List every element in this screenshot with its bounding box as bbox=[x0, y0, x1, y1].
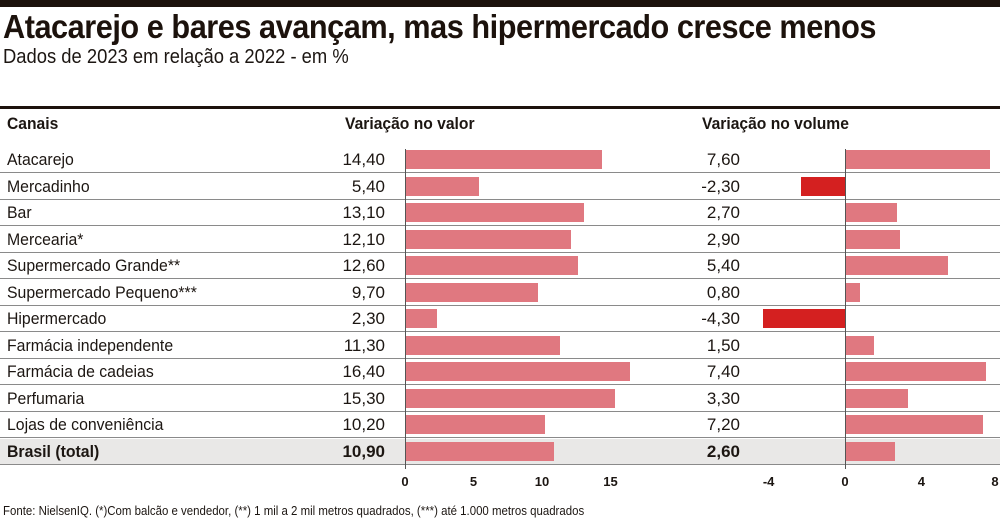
channel-label: Mercadinho bbox=[7, 176, 90, 196]
source-footnote: Fonte: NielsenIQ. (*)Com balcão e vended… bbox=[3, 503, 585, 518]
volume-change-label: 2,60 bbox=[706, 441, 740, 461]
value-change-label: 14,40 bbox=[342, 150, 385, 169]
value-bar bbox=[405, 415, 545, 434]
table-row: Supermercado Grande** 12,60 5,40 bbox=[0, 253, 1000, 279]
table-row: Perfumaria 15,30 3,30 bbox=[0, 386, 1000, 412]
channel-label: Brasil (total) bbox=[7, 441, 100, 461]
table-row: Atacarejo 14,40 7,60 bbox=[0, 147, 1000, 173]
value-bar bbox=[405, 256, 578, 275]
value-axis-tick-label: 5 bbox=[469, 474, 478, 489]
volume-change-label: 1,50 bbox=[706, 335, 740, 355]
volume-bar bbox=[845, 256, 949, 275]
volume-axis-tick-label: 8 bbox=[991, 474, 999, 489]
chart-title: Atacarejo e bares avançam, mas hipermerc… bbox=[3, 8, 876, 45]
value-change-label: 10,90 bbox=[342, 441, 385, 461]
channel-label: Supermercado Grande** bbox=[7, 256, 181, 275]
volume-bar bbox=[845, 282, 861, 302]
volume-bar bbox=[845, 388, 909, 408]
volume-bar bbox=[845, 150, 991, 169]
channel-label: Perfumaria bbox=[7, 388, 85, 408]
value-change-label: 13,10 bbox=[342, 203, 385, 222]
value-axis-tick-label: 10 bbox=[534, 474, 550, 489]
channel-label: Atacarejo bbox=[7, 150, 74, 169]
volume-change-label: 2,70 bbox=[706, 203, 740, 222]
column-header-channel: Canais bbox=[7, 114, 59, 133]
value-change-label: 16,40 bbox=[342, 362, 385, 381]
value-axis-tick-label: 15 bbox=[603, 474, 618, 489]
volume-bar bbox=[845, 229, 901, 249]
volume-change-label: 5,40 bbox=[706, 256, 740, 275]
table-row: Bar 13,10 2,70 bbox=[0, 200, 1000, 226]
value-change-label: 10,20 bbox=[342, 415, 385, 434]
value-bar bbox=[405, 203, 585, 222]
channel-label: Lojas de conveniência bbox=[7, 415, 164, 434]
volume-bar bbox=[845, 203, 897, 222]
volume-change-label: 7,20 bbox=[706, 415, 740, 434]
value-bar bbox=[405, 282, 538, 302]
chart-subtitle: Dados de 2023 em relação a 2022 - em % bbox=[3, 46, 349, 68]
table-row: Supermercado Pequeno*** 9,70 0,80 bbox=[0, 280, 1000, 306]
channel-label: Supermercado Pequeno*** bbox=[7, 282, 197, 302]
volume-bar bbox=[762, 309, 845, 328]
top-rule bbox=[0, 0, 1000, 7]
value-change-label: 12,60 bbox=[342, 256, 385, 275]
value-change-label: 9,70 bbox=[351, 282, 385, 302]
table-row: Farmácia independente 11,30 1,50 bbox=[0, 333, 1000, 359]
volume-bar bbox=[845, 415, 983, 434]
volume-change-label: 0,80 bbox=[706, 282, 740, 302]
value-change-label: 2,30 bbox=[351, 309, 385, 328]
channel-label: Farmácia de cadeias bbox=[7, 362, 154, 381]
header-rule bbox=[0, 106, 1000, 109]
volume-axis-tick-label: -4 bbox=[762, 474, 775, 489]
volume-change-label: 2,90 bbox=[706, 229, 740, 249]
channel-label: Bar bbox=[7, 203, 32, 222]
volume-bar bbox=[801, 176, 845, 196]
table-row: Mercearia* 12,10 2,90 bbox=[0, 227, 1000, 253]
volume-change-label: 7,40 bbox=[706, 362, 740, 381]
column-header-value: Variação no valor bbox=[345, 114, 475, 133]
value-bar bbox=[405, 362, 630, 381]
table-row: Lojas de conveniência 10,20 7,20 bbox=[0, 412, 1000, 438]
channel-label: Mercearia* bbox=[7, 229, 84, 249]
volume-bar bbox=[845, 335, 874, 355]
volume-bar bbox=[845, 362, 987, 381]
channel-label: Farmácia independente bbox=[7, 335, 174, 355]
value-change-label: 15,30 bbox=[342, 388, 385, 408]
value-change-label: 5,40 bbox=[351, 176, 385, 196]
value-bar bbox=[405, 441, 555, 461]
value-change-label: 11,30 bbox=[343, 335, 385, 355]
volume-change-label: -4,30 bbox=[701, 309, 740, 328]
volume-zero-axis bbox=[845, 149, 846, 469]
value-bar bbox=[405, 150, 603, 169]
value-change-label: 12,10 bbox=[342, 229, 385, 249]
channel-label: Hipermercado bbox=[7, 309, 107, 328]
volume-axis-tick-label: 4 bbox=[917, 474, 926, 489]
value-bar bbox=[405, 388, 615, 408]
volume-axis-tick-label: 0 bbox=[841, 474, 849, 489]
volume-change-label: 3,30 bbox=[706, 388, 740, 408]
table-row: Mercadinho 5,40 -2,30 bbox=[0, 174, 1000, 200]
value-bar bbox=[405, 176, 479, 196]
value-zero-axis bbox=[405, 149, 406, 469]
table-row: Hipermercado 2,30 -4,30 bbox=[0, 306, 1000, 332]
volume-change-label: 7,60 bbox=[706, 150, 740, 169]
volume-bar bbox=[845, 441, 895, 461]
table-row: Farmácia de cadeias 16,40 7,40 bbox=[0, 359, 1000, 385]
value-bar bbox=[405, 309, 437, 328]
column-header-volume: Variação no volume bbox=[702, 114, 849, 133]
volume-change-label: -2,30 bbox=[701, 176, 740, 196]
table-row-total: Brasil (total) 10,90 2,60 bbox=[0, 438, 1000, 465]
value-bar bbox=[405, 335, 560, 355]
value-bar bbox=[405, 229, 571, 249]
value-axis-tick-label: 0 bbox=[401, 474, 409, 489]
